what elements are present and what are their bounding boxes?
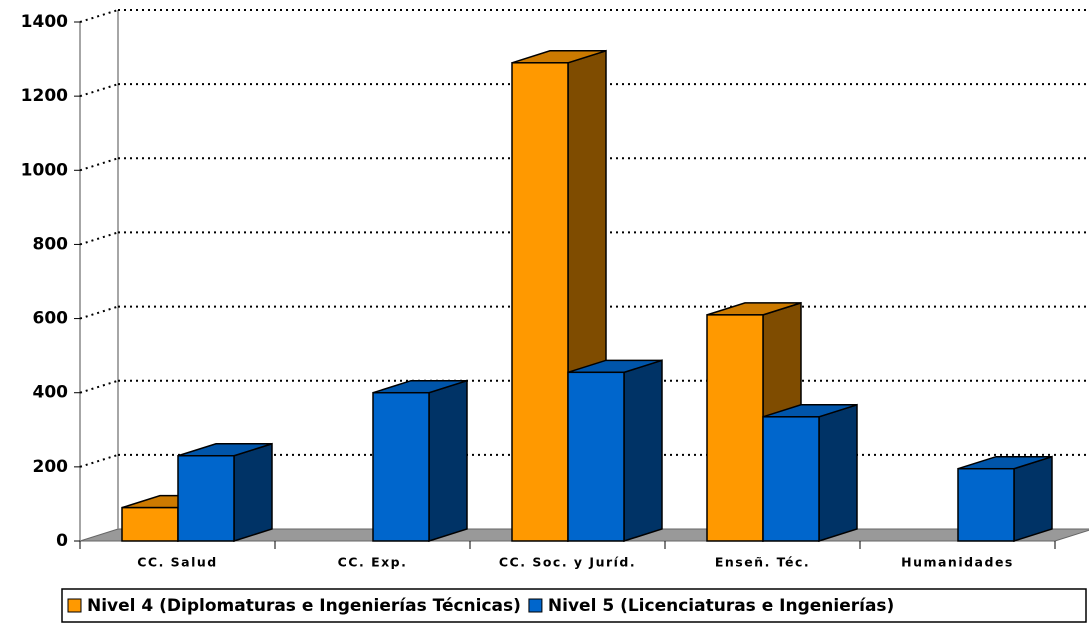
grid-line	[79, 157, 119, 172]
bar-side	[1013, 455, 1053, 543]
x-tick-label: CC. Exp.	[338, 555, 408, 570]
grid-line	[79, 453, 119, 468]
bar-side	[818, 403, 858, 543]
legend-swatch	[67, 598, 82, 613]
x-tick-label: Humanidades	[901, 555, 1014, 570]
y-tick-label: 600	[33, 309, 69, 329]
bar	[511, 62, 569, 542]
grid-line	[79, 305, 119, 320]
grid-line	[79, 379, 119, 394]
y-tick-label: 1000	[21, 160, 68, 180]
legend-box	[61, 588, 1087, 623]
bar	[957, 467, 1015, 542]
legend-label: Nivel 4 (Diplomaturas e Ingenierías Técn…	[87, 596, 521, 616]
y-tick-label: 200	[33, 457, 69, 477]
x-tick-label: CC. Soc. y Juríd.	[499, 555, 636, 570]
grid-line	[79, 83, 119, 98]
bar-side	[233, 442, 273, 543]
y-tick-label: 1200	[21, 86, 68, 106]
bar	[372, 391, 430, 542]
bar-side	[623, 359, 663, 543]
y-tick-label: 800	[33, 234, 69, 254]
grid-line	[79, 9, 119, 23]
bar	[177, 454, 235, 542]
bar-side	[428, 379, 468, 543]
legend-label: Nivel 5 (Licenciaturas e Ingenierías)	[548, 596, 894, 616]
y-tick-label: 400	[33, 383, 69, 403]
bar	[706, 314, 764, 542]
x-tick-label: Enseñ. Téc.	[715, 555, 810, 570]
legend-swatch	[528, 598, 543, 613]
grid-line	[79, 231, 119, 246]
x-tick-label: CC. Salud	[137, 555, 218, 570]
y-tick-label: 1400	[21, 12, 68, 32]
y-tick-label: 0	[56, 531, 68, 551]
bar	[762, 416, 820, 542]
bar	[567, 371, 625, 542]
bar	[121, 506, 179, 542]
